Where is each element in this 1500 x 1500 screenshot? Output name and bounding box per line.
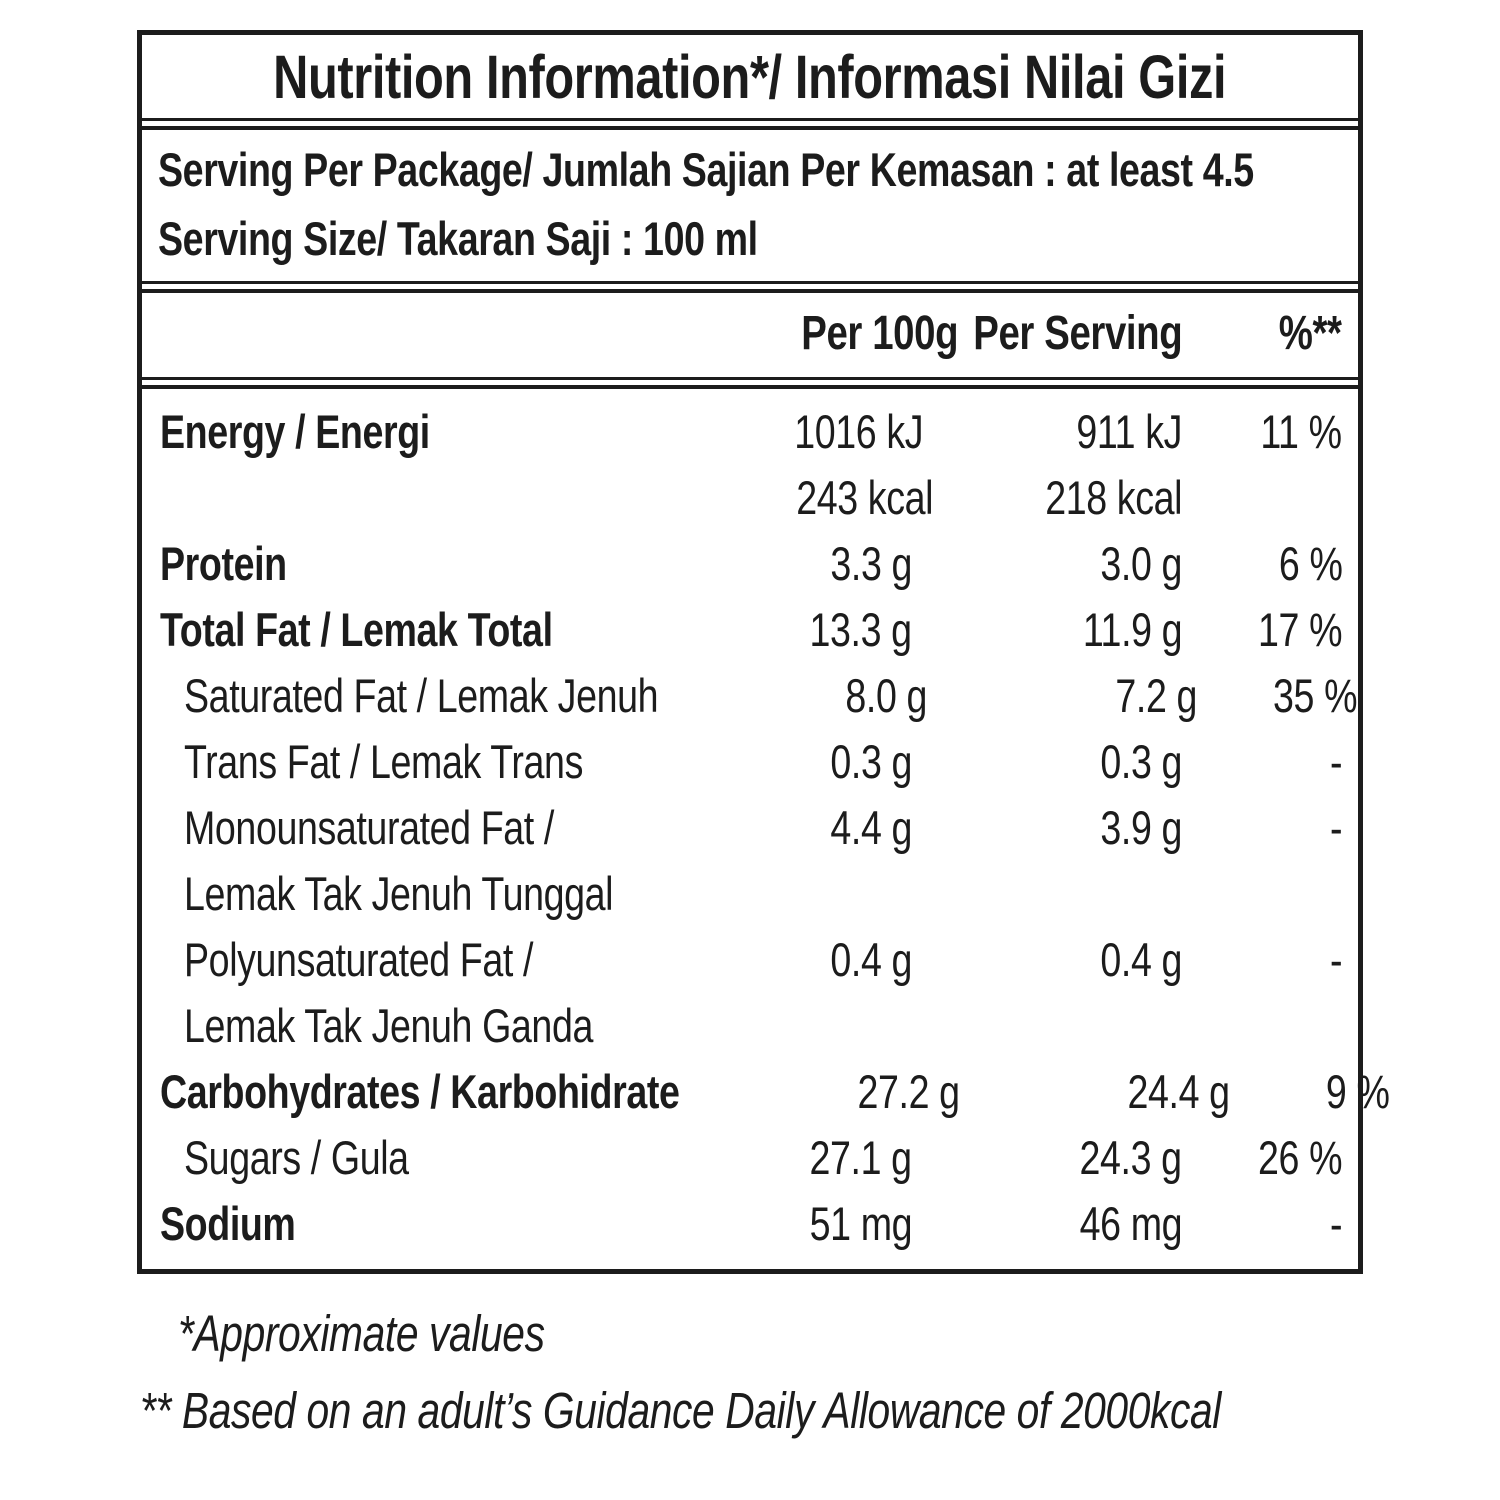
nutrient-row: Monounsaturated Fat / 4.4 g 3.9 g - [160, 795, 1342, 861]
value-per-serving: 0.4 g [1100, 933, 1182, 986]
value-percent-gda [1182, 993, 1342, 1059]
nutrient-table-body: Energy / Energi 1016 kJ 911 kJ 11 % 243 … [142, 389, 1390, 1269]
value-per-serving [912, 993, 1182, 1059]
nutrient-label: Sodium [160, 1197, 296, 1250]
value-per-serving: 46 mg [1079, 1197, 1182, 1250]
value-per-100g: 0.4 g [830, 933, 912, 986]
value-per-serving: 911 kJ [1076, 405, 1182, 458]
nutrient-label: Sugars / Gula [184, 1131, 409, 1184]
footnote-gda-basis: ** Based on an adult’s Guidance Daily Al… [140, 1382, 1221, 1439]
nutrient-row: Saturated Fat / Lemak Jenuh 8.0 g 7.2 g … [160, 663, 1357, 729]
value-per-serving: 218 kcal [1045, 471, 1182, 524]
section-divider [142, 118, 1358, 130]
value-percent-gda: 6 % [1278, 537, 1342, 590]
value-per-100g: 13.3 g [809, 603, 913, 656]
nutrient-row: Energy / Energi 1016 kJ 911 kJ 11 % [160, 399, 1342, 465]
nutrient-label: Protein [160, 537, 287, 590]
value-percent-gda: 35 % [1272, 669, 1358, 722]
value-per-100g: 0.3 g [830, 735, 912, 788]
value-percent-gda: - [1329, 735, 1343, 788]
nutrient-row: Carbohydrates / Karbohidrate 27.2 g 24.4… [160, 1059, 1390, 1125]
value-percent-gda: 9 % [1325, 1065, 1390, 1118]
value-per-serving: 3.0 g [1100, 537, 1182, 590]
value-per-100g [762, 993, 912, 1059]
nutrient-label [160, 465, 762, 531]
value-per-serving: 0.3 g [1100, 735, 1182, 788]
value-per-100g: 4.4 g [830, 801, 912, 854]
value-percent-gda [1182, 465, 1342, 531]
section-divider [142, 377, 1358, 389]
serving-size-line: Serving Size/ Takaran Saji : 100 ml [158, 212, 758, 265]
value-per-100g: 8.0 g [845, 669, 927, 722]
value-percent-gda: 17 % [1257, 603, 1343, 656]
value-per-serving: 24.3 g [1079, 1131, 1183, 1184]
value-per-100g: 27.2 g [857, 1065, 960, 1118]
label-title: Nutrition Information*/ Informasi Nilai … [273, 43, 1227, 111]
serving-info-section: Serving Per Package/ Jumlah Sajian Per K… [142, 130, 1358, 281]
value-percent-gda [1182, 861, 1342, 927]
value-percent-gda: 11 % [1260, 405, 1343, 458]
nutrient-label: Lemak Tak Jenuh Tunggal [184, 867, 614, 920]
nutrient-label: Polyunsaturated Fat / [184, 933, 534, 986]
nutrient-label: Monounsaturated Fat / [184, 801, 554, 854]
nutrient-row: Total Fat / Lemak Total 13.3 g 11.9 g 17… [160, 597, 1342, 663]
serving-per-package-line: Serving Per Package/ Jumlah Sajian Per K… [158, 143, 1254, 196]
column-header-per-100g: Per 100g [801, 307, 959, 360]
nutrient-label: Total Fat / Lemak Total [160, 603, 553, 656]
value-per-100g: 3.3 g [830, 537, 912, 590]
value-per-100g: 1016 kJ [794, 405, 924, 458]
footnotes: *Approximate values ** Based on an adult… [140, 1295, 1491, 1449]
value-per-serving: 11.9 g [1082, 603, 1183, 656]
value-per-serving [912, 861, 1182, 927]
nutrient-row: Protein 3.3 g 3.0 g 6 % [160, 531, 1342, 597]
section-divider [142, 281, 1358, 293]
nutrient-row: Polyunsaturated Fat / 0.4 g 0.4 g - [160, 927, 1342, 993]
nutrition-label: Nutrition Information*/ Informasi Nilai … [137, 30, 1390, 1274]
column-header-per-serving: Per Serving [972, 307, 1182, 360]
nutrient-row: Lemak Tak Jenuh Ganda [160, 993, 1342, 1059]
value-per-serving: 24.4 g [1127, 1065, 1230, 1118]
value-percent-gda: 26 % [1257, 1131, 1343, 1184]
nutrient-row: Trans Fat / Lemak Trans 0.3 g 0.3 g - [160, 729, 1342, 795]
nutrient-row: Sugars / Gula 27.1 g 24.3 g 26 % [160, 1125, 1342, 1191]
value-percent-gda: - [1329, 1197, 1343, 1250]
value-per-100g: 243 kcal [796, 471, 934, 524]
nutrient-label: Carbohydrates / Karbohidrate [160, 1065, 680, 1118]
nutrient-row: Lemak Tak Jenuh Tunggal [160, 861, 1342, 927]
nutrient-row: Sodium 51 mg 46 mg - [160, 1191, 1342, 1257]
nutrient-label: Trans Fat / Lemak Trans [184, 735, 583, 788]
value-per-100g: 51 mg [809, 1197, 912, 1250]
value-per-100g: 27.1 g [809, 1131, 913, 1184]
column-header-percent-gda: %** [1279, 307, 1342, 360]
nutrient-row: 243 kcal 218 kcal [160, 465, 1342, 531]
value-per-serving: 7.2 g [1115, 669, 1197, 722]
footnote-approximate-values: *Approximate values [178, 1305, 545, 1362]
label-title-section: Nutrition Information*/ Informasi Nilai … [142, 35, 1358, 118]
value-per-serving: 3.9 g [1100, 801, 1182, 854]
column-header-row: Per 100g Per Serving %** [142, 293, 1358, 377]
nutrient-label: Energy / Energi [160, 405, 430, 458]
nutrient-label: Saturated Fat / Lemak Jenuh [184, 669, 659, 722]
value-percent-gda: - [1329, 801, 1343, 854]
value-percent-gda: - [1329, 933, 1343, 986]
nutrient-label: Lemak Tak Jenuh Ganda [184, 999, 593, 1052]
value-per-100g [762, 861, 912, 927]
